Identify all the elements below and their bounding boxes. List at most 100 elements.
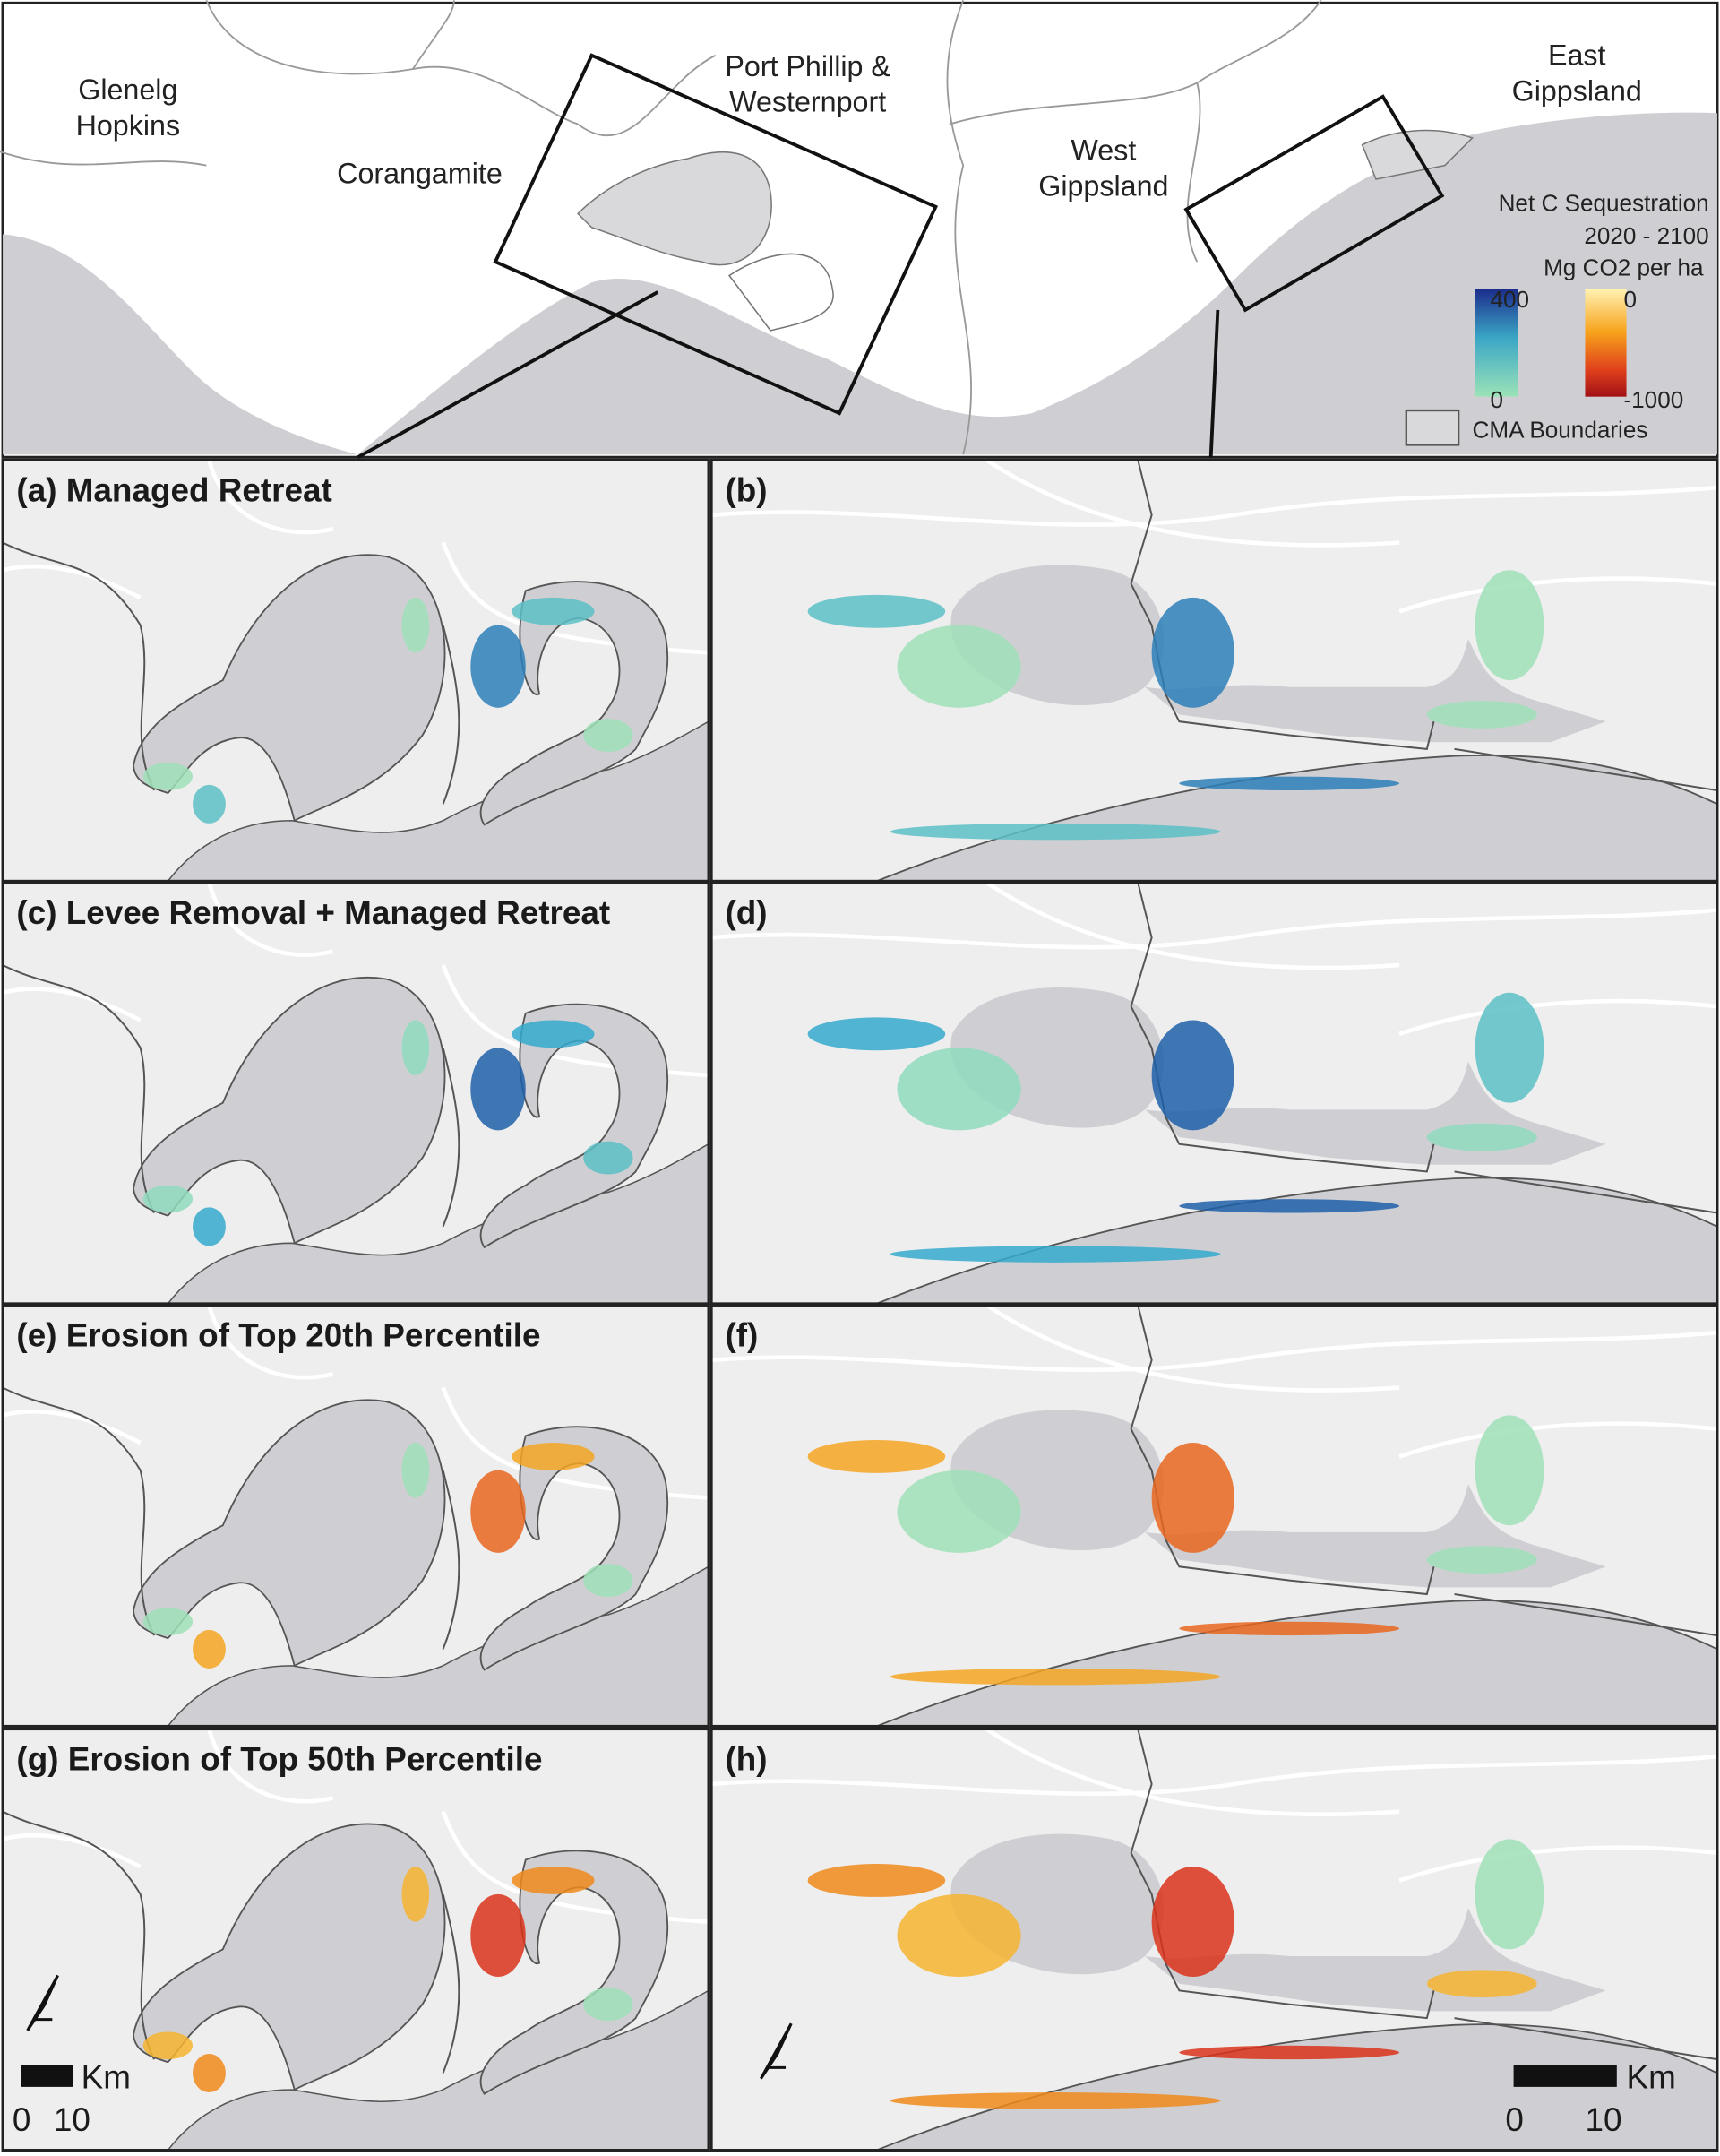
carbon-patch xyxy=(1151,1867,1234,1978)
carbon-patch xyxy=(1475,992,1544,1103)
carbon-patch xyxy=(807,594,946,628)
region-label: Gippsland xyxy=(1512,74,1642,107)
north-arrow xyxy=(26,1974,59,2031)
carbon-patch xyxy=(583,1564,633,1598)
scale-bar: Km 0 10 xyxy=(760,2022,1676,2138)
carbon-patch xyxy=(193,2054,226,2093)
legend-title: 2020 - 2100 xyxy=(1584,222,1708,249)
region-label: Gippsland xyxy=(1038,169,1168,202)
carbon-patch xyxy=(807,1439,946,1473)
carbon-patch xyxy=(897,1048,1021,1131)
panel-frame xyxy=(710,1727,1719,2152)
region-label: Hopkins xyxy=(76,109,181,142)
scale-tick: 0 xyxy=(1505,2101,1523,2138)
north-arrow xyxy=(760,2022,793,2080)
carbon-patch xyxy=(142,1185,194,1213)
scale-tick: 10 xyxy=(1585,2101,1621,2138)
legend-tick: 400 xyxy=(1490,286,1529,313)
carbon-patch xyxy=(401,1020,430,1075)
carbon-patch xyxy=(890,1668,1221,1686)
panel-label: (g) Erosion of Top 50th Percentile xyxy=(16,1741,542,1778)
legend-tick: 0 xyxy=(1623,286,1637,313)
carbon-patch xyxy=(583,719,633,752)
map-panel: (h) xyxy=(710,1727,1719,2152)
carbon-patch xyxy=(1179,2045,1400,2060)
panel-label: (b) xyxy=(725,471,767,508)
scale-tick: 0 xyxy=(13,2101,31,2138)
basemap xyxy=(3,460,709,881)
scale-bar-bar xyxy=(1513,2065,1617,2087)
overview-map xyxy=(0,0,1719,459)
basemap xyxy=(3,883,709,1304)
panel-label: (e) Erosion of Top 20th Percentile xyxy=(16,1317,540,1354)
carbon-patch xyxy=(1475,570,1544,681)
panel-label: (f) xyxy=(725,1317,758,1354)
panel-label: (h) xyxy=(725,1741,767,1778)
carbon-patch xyxy=(583,1988,633,2022)
legend-units: Mg CO2 per ha xyxy=(1544,254,1704,281)
region-label: West xyxy=(1071,134,1136,166)
map-panel: (f) xyxy=(710,1303,1719,1728)
carbon-patch xyxy=(1151,1443,1234,1553)
region-label: Glenelg xyxy=(78,73,177,106)
panel-frame xyxy=(1,1303,710,1728)
carbon-patch xyxy=(401,1867,430,1922)
panel-label: (a) Managed Retreat xyxy=(16,471,331,508)
carbon-patch xyxy=(1426,1546,1537,1574)
carbon-patch xyxy=(512,1020,595,1048)
panel-label: (c) Levee Removal + Managed Retreat xyxy=(16,894,610,931)
carbon-patch xyxy=(142,763,194,790)
carbon-patch xyxy=(1151,597,1234,708)
region-label: Westernport xyxy=(729,86,886,118)
carbon-patch xyxy=(512,1867,595,1894)
scale-tick: 10 xyxy=(54,2101,90,2138)
carbon-patch xyxy=(897,625,1021,708)
carbon-patch xyxy=(897,1470,1021,1553)
carbon-patch xyxy=(470,1893,526,1978)
carbon-patch xyxy=(807,1864,946,1897)
carbon-patch xyxy=(193,1629,226,1669)
map-panel: (g) Erosion of Top 50th Percentile xyxy=(1,1727,710,2152)
map-panel: (e) Erosion of Top 20th Percentile xyxy=(1,1303,710,1728)
carbon-patch xyxy=(1426,701,1537,729)
scale-unit: Km xyxy=(82,2058,131,2095)
loss-color-ramp xyxy=(1585,289,1627,397)
carbon-patch xyxy=(1179,776,1400,790)
carbon-patch xyxy=(1426,1123,1537,1151)
carbon-patch xyxy=(193,1207,226,1246)
boundary-swatch xyxy=(1405,409,1460,446)
carbon-patch xyxy=(1179,1199,1400,1213)
basemap xyxy=(3,1305,709,1726)
carbon-patch xyxy=(1475,1415,1544,1526)
carbon-patch xyxy=(512,1443,595,1470)
carbon-patch xyxy=(1151,1020,1234,1131)
carbon-patch xyxy=(1426,1970,1537,1998)
carbon-patch xyxy=(401,597,430,653)
panel-label: (d) xyxy=(725,894,767,931)
map-panel: (d) xyxy=(710,881,1719,1306)
region-label: East xyxy=(1548,39,1606,72)
carbon-patch xyxy=(890,823,1221,841)
map-panel: (a) Managed Retreat xyxy=(1,458,710,883)
carbon-patch xyxy=(897,1893,1021,1978)
scale-bar-bar xyxy=(21,2065,73,2087)
carbon-patch xyxy=(470,1048,526,1131)
carbon-patch xyxy=(142,1608,194,1636)
carbon-patch xyxy=(1179,1621,1400,1636)
panel-frame xyxy=(1,1727,710,2152)
carbon-patch xyxy=(1475,1839,1544,1950)
map-panel: (c) Levee Removal + Managed Retreat xyxy=(1,881,710,1306)
legend-title: Net C Sequestration xyxy=(1499,189,1709,216)
region-label: Port Phillip & xyxy=(725,50,890,82)
legend-boundary: CMA Boundaries xyxy=(1473,417,1648,444)
carbon-patch xyxy=(512,597,595,625)
legend-tick: 0 xyxy=(1490,386,1503,413)
carbon-patch xyxy=(470,625,526,708)
carbon-patch xyxy=(807,1017,946,1051)
map-panel: (b) xyxy=(710,458,1719,883)
scale-bar: Km 0 10 xyxy=(13,1974,131,2138)
carbon-patch xyxy=(890,2092,1221,2109)
region-label: Corangamite xyxy=(337,158,503,190)
carbon-patch xyxy=(583,1141,633,1175)
panel-frame xyxy=(710,1303,1719,1728)
